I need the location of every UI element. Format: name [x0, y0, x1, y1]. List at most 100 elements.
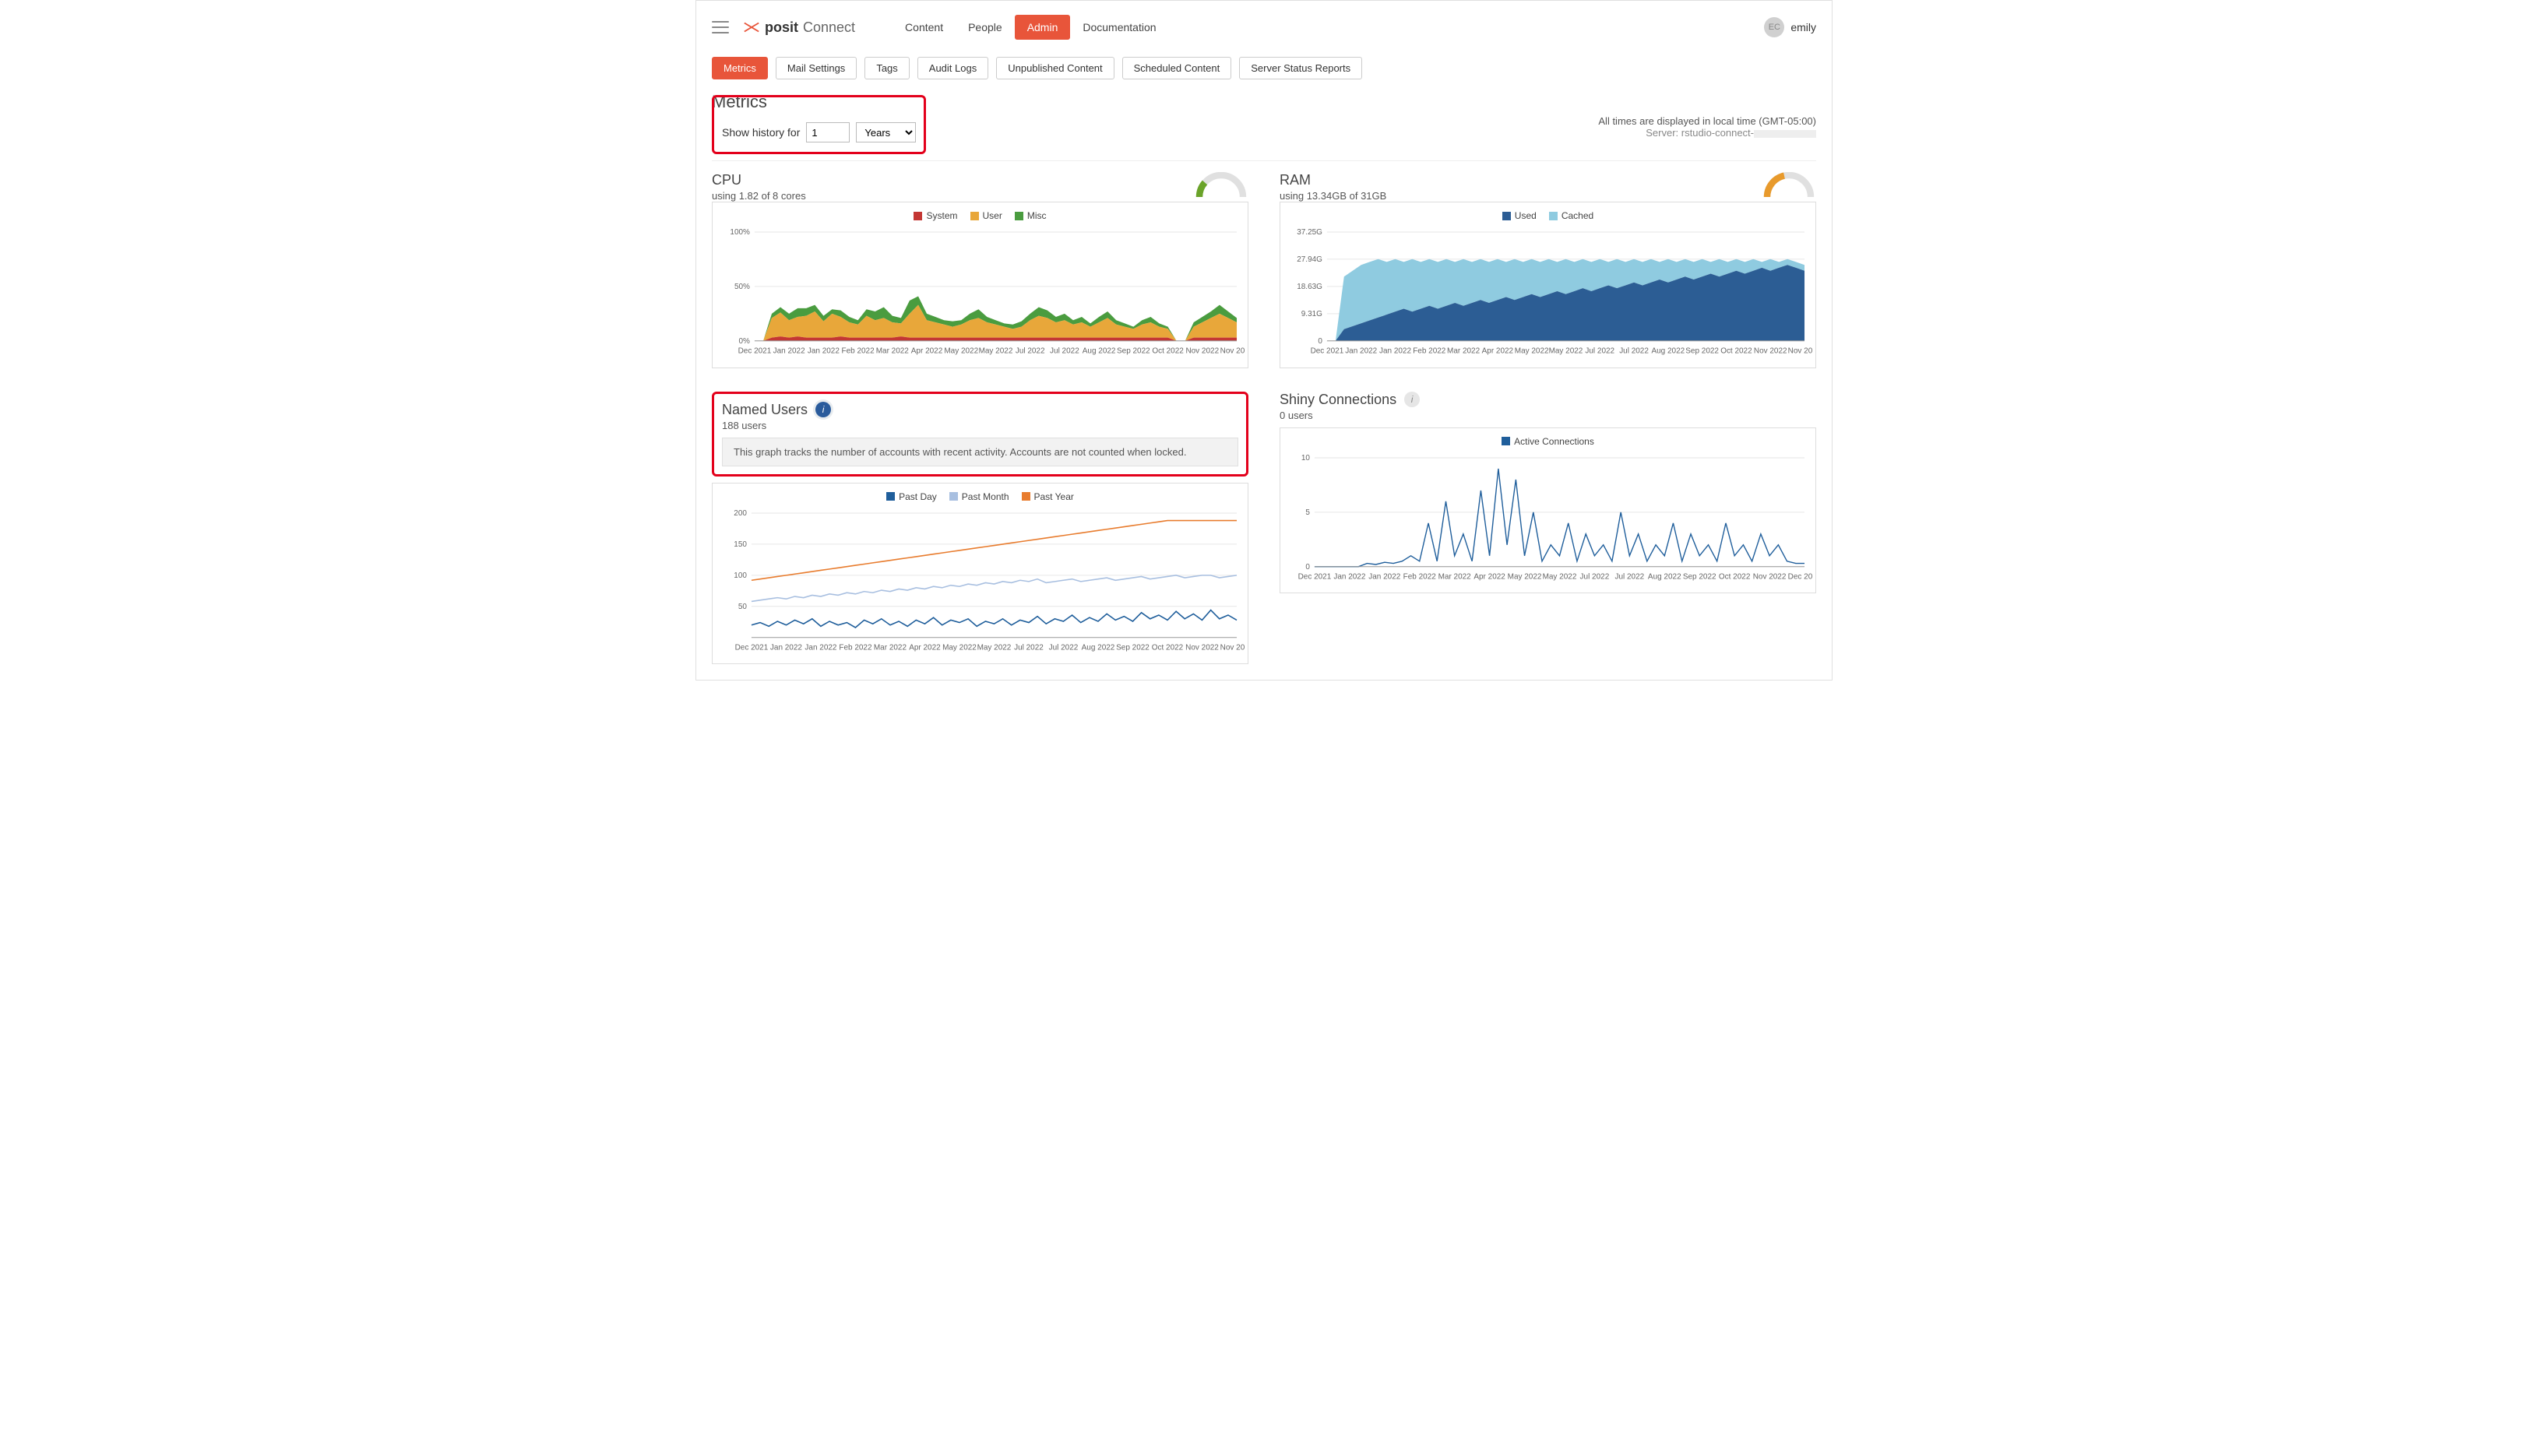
svg-text:May 2022: May 2022 [942, 643, 977, 652]
svg-text:Jul 2022: Jul 2022 [1585, 347, 1614, 356]
svg-text:5: 5 [1305, 508, 1310, 517]
svg-text:Mar 2022: Mar 2022 [874, 643, 907, 652]
svg-text:Jul 2022: Jul 2022 [1016, 347, 1045, 356]
svg-text:Dec 2021: Dec 2021 [738, 347, 772, 356]
history-controls: Show history for HoursDaysWeeksMonthsYea… [714, 113, 924, 152]
svg-text:Feb 2022: Feb 2022 [842, 347, 875, 356]
posit-logo-icon [743, 19, 760, 36]
subtab-mail-settings[interactable]: Mail Settings [776, 57, 857, 79]
svg-text:Oct 2022: Oct 2022 [1152, 347, 1184, 356]
svg-text:Jan 2022: Jan 2022 [1379, 347, 1411, 356]
subtab-metrics[interactable]: Metrics [712, 57, 768, 79]
svg-text:Nov 2022: Nov 2022 [1220, 643, 1245, 652]
named-users-legend: Past DayPast MonthPast Year [716, 487, 1245, 505]
svg-text:May 2022: May 2022 [1549, 347, 1583, 356]
brand-posit: posit [765, 19, 798, 36]
svg-text:Dec 2021: Dec 2021 [1298, 572, 1332, 581]
nav-people[interactable]: People [956, 15, 1015, 40]
cpu-panel: CPU using 1.82 of 8 cores System User Misc… [712, 172, 1248, 368]
svg-text:Feb 2022: Feb 2022 [839, 643, 872, 652]
svg-text:Nov 2022: Nov 2022 [1185, 643, 1219, 652]
server-redacted [1754, 130, 1816, 138]
history-value-input[interactable] [806, 122, 850, 142]
cpu-subtitle: using 1.82 of 8 cores [712, 190, 806, 202]
legend-item: System [914, 210, 957, 221]
svg-text:Nov 2022: Nov 2022 [1754, 347, 1787, 356]
svg-text:Dec 2021: Dec 2021 [1311, 347, 1344, 356]
subtab-unpublished-content[interactable]: Unpublished Content [996, 57, 1114, 79]
logo[interactable]: posit Connect [743, 19, 855, 36]
svg-text:Jan 2022: Jan 2022 [1333, 572, 1365, 581]
svg-text:Dec 2022: Dec 2022 [1788, 572, 1812, 581]
legend-item: Active Connections [1502, 436, 1594, 447]
svg-text:Jul 2022: Jul 2022 [1614, 572, 1644, 581]
ram-legend: UsedCached [1283, 206, 1812, 224]
admin-subtabs: Metrics Mail Settings Tags Audit Logs Unpubl… [712, 57, 1816, 79]
svg-text:Aug 2022: Aug 2022 [1083, 347, 1116, 356]
svg-text:0: 0 [1318, 337, 1322, 346]
svg-text:50%: 50% [734, 283, 750, 291]
svg-text:Sep 2022: Sep 2022 [1116, 643, 1150, 652]
tz-info: All times are displayed in local time (G… [1598, 115, 1816, 127]
svg-text:Nov 2022: Nov 2022 [1185, 347, 1219, 356]
svg-text:0%: 0% [739, 337, 751, 346]
history-label: Show history for [722, 126, 800, 139]
named-users-title: Named Users [722, 402, 808, 418]
nav-content[interactable]: Content [893, 15, 956, 40]
server-label: Server: [1646, 127, 1681, 139]
user-menu[interactable]: EC emily [1764, 17, 1816, 37]
svg-text:Jul 2022: Jul 2022 [1014, 643, 1044, 652]
user-name: emily [1790, 21, 1816, 33]
svg-text:Sep 2022: Sep 2022 [1685, 347, 1719, 356]
shiny-chart: 0510Dec 2021Jan 2022Jan 2022Feb 2022Mar … [1283, 450, 1812, 590]
svg-text:18.63G: 18.63G [1297, 283, 1322, 291]
topbar: posit Connect ContentPeopleAdminDocument… [712, 9, 1816, 46]
main-nav: ContentPeopleAdminDocumentation [893, 15, 1169, 40]
ram-panel: RAM using 13.34GB of 31GB UsedCached 0 9.… [1280, 172, 1816, 368]
ram-chart: 09.31G18.63G27.94G37.25GDec 2021Jan 2022… [1283, 224, 1812, 364]
svg-text:Apr 2022: Apr 2022 [1473, 572, 1505, 581]
svg-text:Jan 2022: Jan 2022 [1368, 572, 1400, 581]
history-highlight-box: Show history for HoursDaysWeeksMonthsYea… [712, 95, 926, 154]
svg-text:9.31G: 9.31G [1301, 310, 1322, 318]
svg-text:Nov 2022: Nov 2022 [1788, 347, 1812, 356]
info-icon[interactable]: i [815, 402, 831, 417]
svg-text:Nov 2022: Nov 2022 [1753, 572, 1787, 581]
ram-title: RAM [1280, 172, 1386, 188]
svg-text:Jul 2022: Jul 2022 [1049, 643, 1079, 652]
svg-text:50: 50 [738, 603, 748, 611]
subtab-tags[interactable]: Tags [864, 57, 909, 79]
svg-text:May 2022: May 2022 [979, 347, 1013, 356]
info-icon[interactable]: i [1404, 392, 1420, 407]
ram-subtitle: using 13.34GB of 31GB [1280, 190, 1386, 202]
nav-documentation[interactable]: Documentation [1070, 15, 1168, 40]
svg-text:37.25G: 37.25G [1297, 228, 1322, 237]
menu-icon[interactable] [712, 21, 729, 33]
legend-item: Misc [1015, 210, 1047, 221]
svg-text:Apr 2022: Apr 2022 [1482, 347, 1514, 356]
named-users-chart: 50100150200Dec 2021Jan 2022Jan 2022Feb 2… [716, 505, 1245, 661]
svg-text:Aug 2022: Aug 2022 [1648, 572, 1681, 581]
cpu-title: CPU [712, 172, 806, 188]
ram-gauge [1762, 172, 1816, 200]
svg-text:150: 150 [734, 540, 747, 549]
legend-item: Past Day [886, 491, 937, 502]
svg-text:May 2022: May 2022 [944, 347, 978, 356]
subtab-audit-logs[interactable]: Audit Logs [917, 57, 988, 79]
named-users-subtitle: 188 users [722, 420, 1238, 431]
svg-text:100: 100 [734, 571, 747, 580]
svg-text:Jul 2022: Jul 2022 [1619, 347, 1649, 356]
subtab-server-status-reports[interactable]: Server Status Reports [1239, 57, 1362, 79]
subtab-scheduled-content[interactable]: Scheduled Content [1122, 57, 1232, 79]
named-users-tooltip: This graph tracks the number of accounts… [722, 438, 1238, 466]
history-unit-select[interactable]: HoursDaysWeeksMonthsYears [856, 122, 916, 142]
shiny-panel: Shiny Connections i 0 users Active Conne… [1280, 392, 1816, 665]
svg-text:Jan 2022: Jan 2022 [773, 347, 805, 356]
shiny-subtitle: 0 users [1280, 410, 1816, 421]
shiny-legend: Active Connections [1283, 431, 1812, 450]
svg-text:May 2022: May 2022 [1543, 572, 1577, 581]
legend-item: User [970, 210, 1002, 221]
nav-admin[interactable]: Admin [1015, 15, 1071, 40]
legend-item: Used [1502, 210, 1537, 221]
svg-text:May 2022: May 2022 [1508, 572, 1542, 581]
